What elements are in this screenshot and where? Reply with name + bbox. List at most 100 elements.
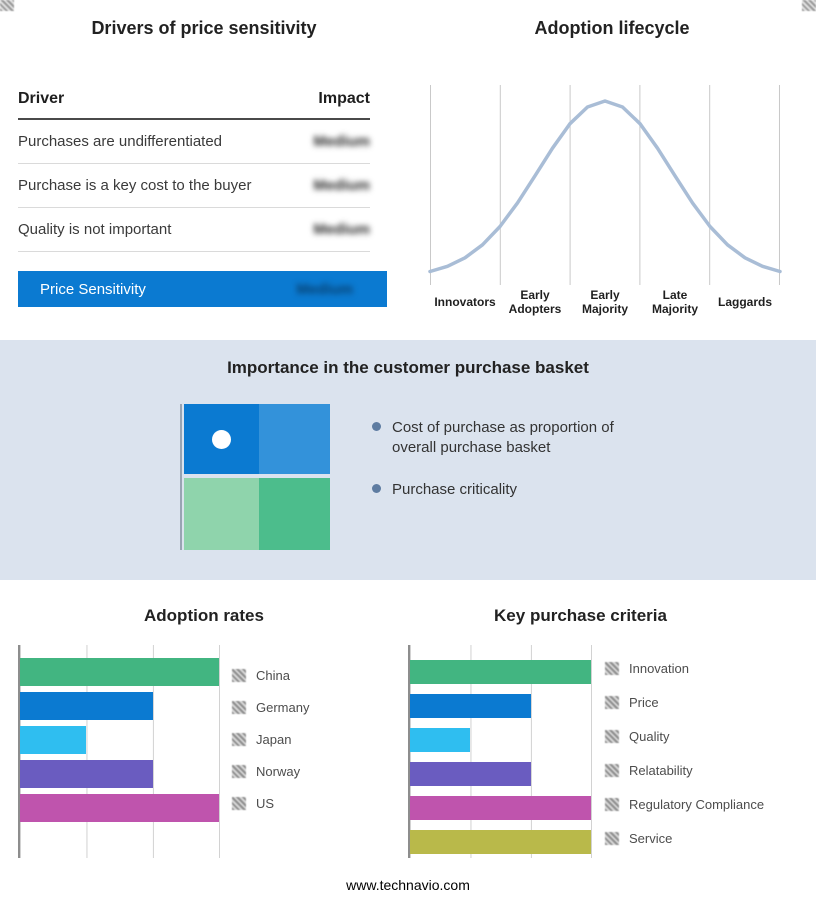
bar-row — [410, 757, 591, 791]
bar-row — [20, 689, 219, 723]
bell-curve-path — [428, 99, 782, 274]
bar-row — [20, 655, 219, 689]
lifecycle-stage-labels: Innovators Early Adopters Early Majority… — [430, 288, 780, 317]
position-dot-icon — [212, 430, 231, 449]
purchase-basket-quadrant — [180, 404, 330, 550]
bullet-text: Purchase criticality — [392, 480, 518, 498]
bar-row — [410, 791, 591, 825]
legend-label: Price — [629, 694, 659, 710]
bar-row — [410, 723, 591, 757]
bar-japan — [20, 726, 87, 754]
price-sensitivity-label: Price Sensitivity — [40, 280, 146, 298]
corner-watermark-right-icon — [802, 0, 816, 11]
stage-label-innovators: Innovators — [434, 295, 496, 310]
bar-row — [20, 723, 219, 757]
legend-item: Germany — [232, 691, 309, 723]
key-purchase-criteria-legend: Innovation Price Quality Relatability Regula… — [605, 651, 764, 855]
bar-relatability — [410, 762, 531, 786]
price-sensitivity-panel: Drivers of price sensitivity Driver Impa… — [0, 0, 408, 340]
bar-row — [410, 825, 591, 859]
legend-item: Innovation — [605, 651, 764, 685]
purchase-basket-section: Importance in the customer purchase bask… — [0, 340, 816, 580]
impact-value-redacted: Medium — [313, 133, 370, 150]
legend-item: Norway — [232, 755, 309, 787]
legend-swatch-icon — [605, 797, 619, 811]
legend-swatch-icon — [605, 661, 619, 675]
adoption-rates-title: Adoption rates — [144, 606, 264, 625]
corner-watermark-left-icon — [0, 0, 14, 11]
bullet-item: Cost of purchase as proportion of overal… — [372, 418, 640, 458]
lifecycle-chart — [428, 85, 782, 285]
bullet-icon — [372, 483, 381, 493]
table-row: Purchase is a key cost to the buyer Medi… — [18, 164, 370, 208]
bar-price — [410, 694, 531, 718]
legend-swatch-icon — [232, 732, 246, 746]
bar-us — [20, 794, 219, 822]
website-link[interactable]: www.technavio.com — [346, 877, 470, 893]
table-row: Purchases are undifferentiated Medium — [18, 120, 370, 164]
legend-label: China — [256, 667, 290, 683]
legend-label: Regulatory Compliance — [629, 796, 765, 812]
basket-bullets: Cost of purchase as proportion of overal… — [372, 418, 640, 521]
adoption-rates-chart — [18, 645, 220, 858]
impact-value-redacted: Medium — [313, 221, 370, 238]
drivers-table-header: Driver Impact — [18, 90, 370, 120]
bar-regulatory-compliance — [410, 796, 591, 820]
bar-row — [410, 689, 591, 723]
drivers-title: Drivers of price sensitivity — [91, 18, 317, 38]
legend-label: Norway — [256, 763, 301, 779]
legend-item: US — [232, 787, 309, 819]
key-purchase-criteria-title: Key purchase criteria — [494, 606, 667, 625]
legend-item: Price — [605, 685, 764, 719]
legend-label: Quality — [629, 728, 670, 744]
driver-label: Purchases are undifferentiated — [18, 133, 223, 150]
quadrant-top-left — [184, 404, 259, 474]
bar-norway — [20, 760, 153, 788]
legend-swatch-icon — [232, 796, 246, 810]
legend-swatch-icon — [232, 668, 246, 682]
driver-label: Quality is not important — [18, 221, 172, 238]
key-purchase-criteria-chart — [408, 645, 592, 858]
legend-item: China — [232, 659, 309, 691]
legend-item: Regulatory Compliance — [605, 787, 764, 821]
bar-germany — [20, 692, 153, 720]
legend-swatch-icon — [605, 763, 619, 777]
adoption-rates-legend: China Germany Japan Norway US — [232, 659, 309, 819]
adoption-lifecycle-panel: Adoption lifecycle Innovators Early Adop… — [408, 0, 816, 340]
bar-charts-section: Adoption rates Key purchase criteria Chi… — [0, 580, 816, 902]
bullet-item: Purchase criticality — [372, 480, 640, 500]
bar-row — [20, 757, 219, 791]
basket-title: Importance in the customer purchase bask… — [227, 358, 589, 377]
bullet-icon — [372, 422, 381, 431]
bar-row — [410, 655, 591, 689]
legend-swatch-icon — [605, 831, 619, 845]
quadrant-top-right — [259, 404, 330, 474]
legend-swatch-icon — [605, 729, 619, 743]
legend-item: Quality — [605, 719, 764, 753]
table-row: Quality is not important Medium — [18, 208, 370, 252]
bar-china — [20, 658, 219, 686]
bar-quality — [410, 728, 471, 752]
price-sensitivity-summary-row: Price Sensitivity Medium — [18, 271, 387, 307]
top-section: Drivers of price sensitivity Driver Impa… — [0, 0, 816, 340]
bar-innovation — [410, 660, 591, 684]
legend-label: Japan — [256, 731, 292, 747]
legend-item: Relatability — [605, 753, 764, 787]
legend-label: Innovation — [629, 660, 689, 676]
column-impact: Impact — [318, 90, 370, 107]
bar-row — [20, 791, 219, 825]
price-sensitivity-impact-redacted: Medium — [296, 280, 353, 298]
legend-label: Relatability — [629, 762, 693, 778]
legend-item: Service — [605, 821, 764, 855]
stage-label-early-adopters: Early Adopters — [508, 288, 562, 317]
stage-label-late-majority: Late Majority — [651, 288, 698, 317]
legend-label: Service — [629, 830, 673, 846]
stage-label-laggards: Laggards — [717, 295, 772, 310]
bell-curve — [428, 99, 782, 274]
quadrant-bottom-right — [259, 478, 330, 550]
legend-label: Germany — [256, 699, 310, 715]
impact-value-redacted: Medium — [313, 177, 370, 194]
legend-label: US — [256, 795, 275, 811]
legend-swatch-icon — [232, 764, 246, 778]
